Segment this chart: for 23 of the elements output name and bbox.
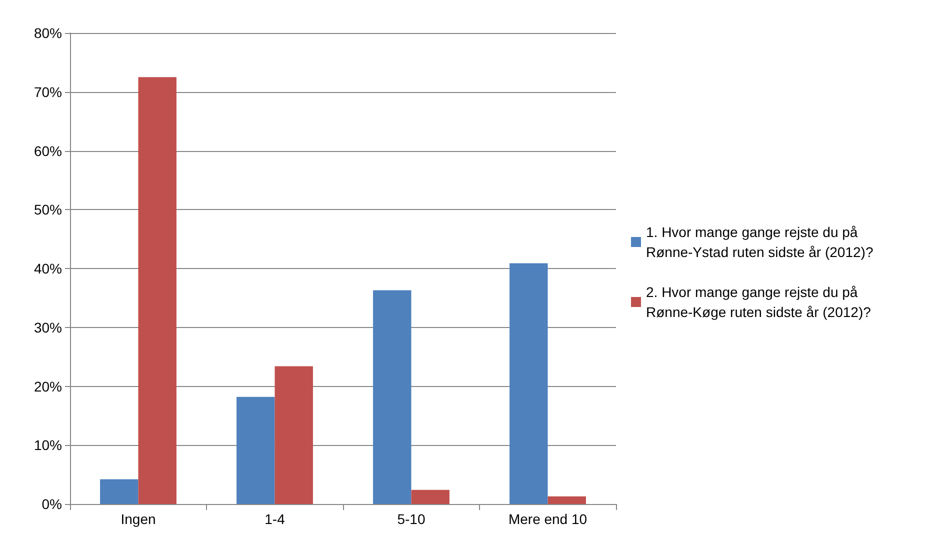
bar	[411, 490, 450, 504]
bar	[274, 366, 313, 504]
x-tick-label: 5-10	[397, 511, 426, 527]
bar	[373, 290, 412, 504]
bar	[548, 496, 586, 504]
y-tick-label: 40%	[34, 260, 62, 276]
bar	[510, 263, 548, 504]
x-tick-label: 1-4	[264, 511, 286, 527]
legend-label: 1. Hvor mange gange rejste du på Rønne-Ystad ruten sidste år (2012)?	[646, 224, 874, 260]
y-tick-label: 60%	[34, 142, 62, 159]
legend-label: 2. Hvor mange gange rejste du på Rønne-Køge ruten sidste år (2012)?	[646, 284, 872, 320]
y-tick-label: 20%	[34, 378, 62, 394]
x-tick-label: Mere end 10	[508, 511, 588, 527]
y-tick-label: 50%	[34, 202, 62, 218]
y-tick-label: 0%	[42, 496, 62, 512]
y-tick-label: 80%	[34, 25, 62, 41]
bar	[138, 77, 176, 504]
y-tick-label: 10%	[34, 437, 62, 454]
y-tick-label: 30%	[34, 319, 62, 336]
bar	[100, 479, 138, 504]
bar	[236, 396, 275, 504]
y-tick-label: 70%	[34, 84, 62, 100]
x-tick-label: Ingen	[120, 511, 156, 527]
